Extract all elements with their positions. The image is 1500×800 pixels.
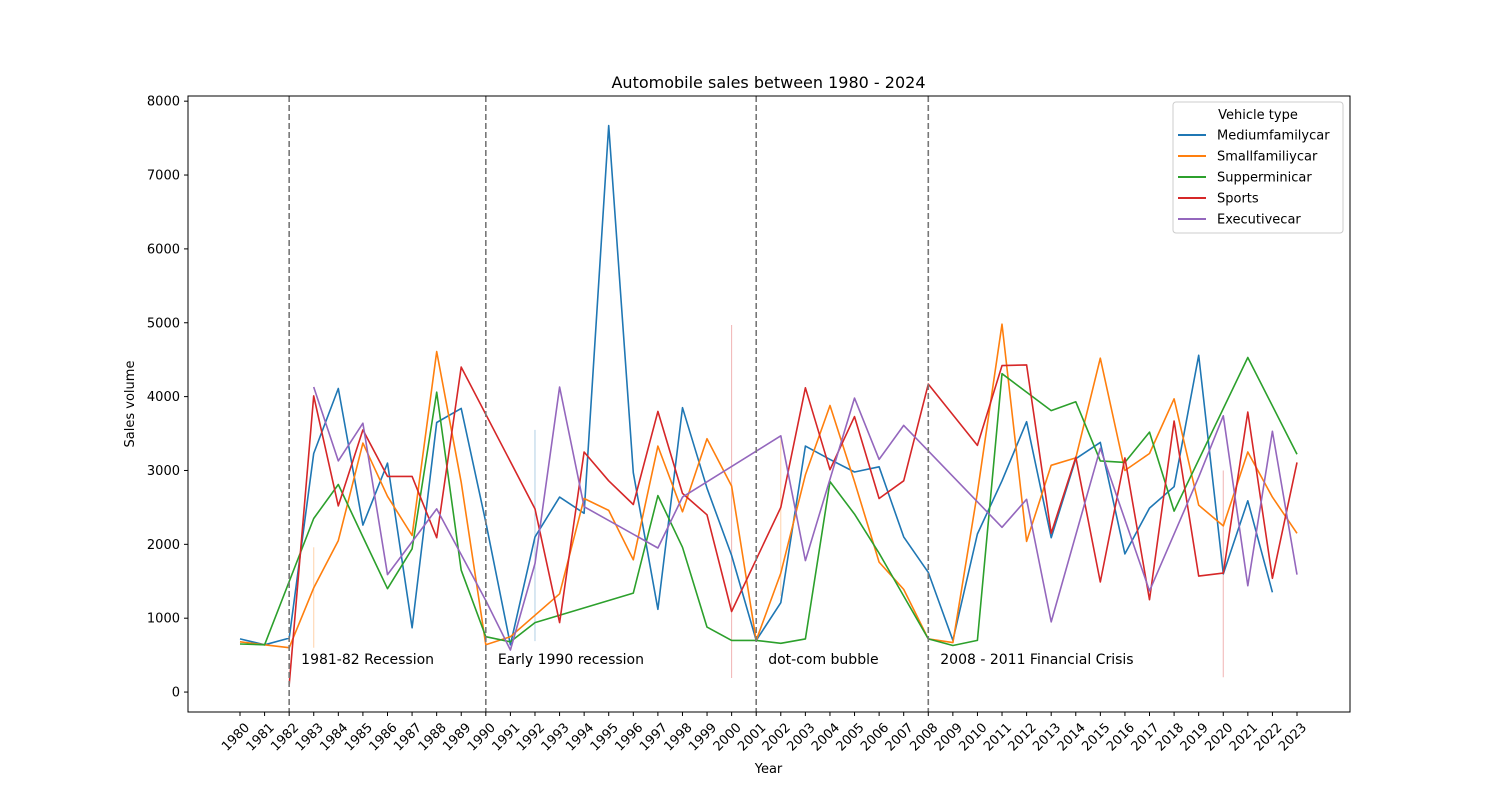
series-line-4 <box>312 386 1298 651</box>
legend-entry-4: Executivecar <box>1217 213 1301 228</box>
y-axis-title: Sales volume <box>123 361 138 448</box>
series-line-1 <box>239 323 1298 649</box>
y-tick-label-6: 6000 <box>147 242 180 257</box>
x-axis-title: Year <box>754 762 783 777</box>
y-tick-label-2: 2000 <box>147 538 180 553</box>
legend-entry-2: Supperminicar <box>1217 171 1312 186</box>
series-line-3 <box>288 364 1298 685</box>
legend-title: Vehicle type <box>1218 108 1298 123</box>
y-tick-label-7: 7000 <box>147 169 180 184</box>
legend-entry-3: Sports <box>1217 192 1259 207</box>
chart-title: Automobile sales between 1980 - 2024 <box>611 73 925 92</box>
y-tick-label-4: 4000 <box>147 390 180 405</box>
y-tick-label-3: 3000 <box>147 464 180 479</box>
legend: Vehicle type Mediumfamilycar Smallfamiliyc… <box>1172 101 1344 234</box>
recession-label-1: Early 1990 recession <box>498 652 644 668</box>
y-tick-label-0: 0 <box>172 686 180 701</box>
legend-entry-0: Mediumfamilycar <box>1217 129 1330 144</box>
y-tick-label-1: 1000 <box>147 612 180 627</box>
recession-label-2: dot-com bubble <box>768 652 878 668</box>
recession-label-3: 2008 - 2011 Financial Crisis <box>940 652 1133 668</box>
y-tick-label-8: 8000 <box>147 95 180 110</box>
legend-entry-1: Smallfamiliycar <box>1217 150 1318 165</box>
recession-label-0: 1981-82 Recession <box>301 652 434 668</box>
y-tick-label-5: 5000 <box>147 316 180 331</box>
legend-box <box>1172 101 1344 234</box>
axes-frame <box>187 95 1351 713</box>
